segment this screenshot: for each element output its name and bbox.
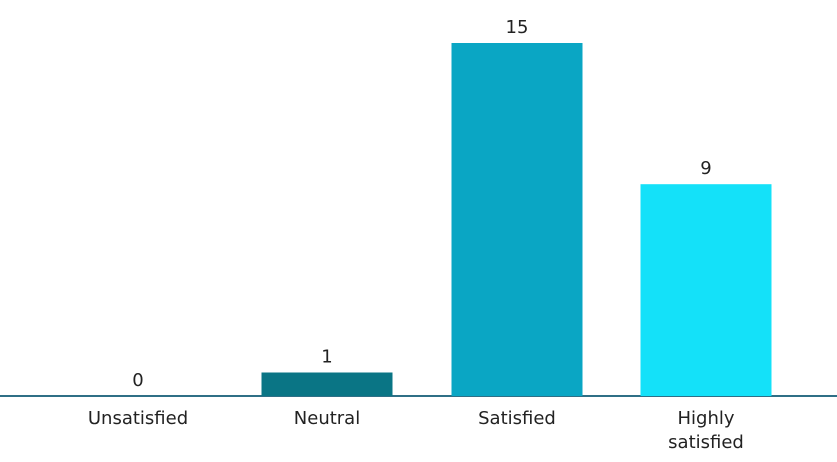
category-labels-layer: Unsatisfied Neutral Satisfied Highly satisfi… xyxy=(88,408,744,453)
category-label-3-line-0: Highly xyxy=(677,408,734,429)
value-label-0: 0 xyxy=(132,370,143,391)
bar-3 xyxy=(640,184,772,396)
value-label-2: 15 xyxy=(506,17,529,38)
category-label-1: Neutral xyxy=(294,408,360,429)
value-labels-layer: 0 1 15 9 xyxy=(132,17,711,391)
value-label-1: 1 xyxy=(321,347,332,368)
category-label-3-line-1: satisfied xyxy=(668,432,744,453)
category-label-0: Unsatisfied xyxy=(88,408,188,429)
bar-1 xyxy=(261,372,393,396)
bar-2 xyxy=(451,43,583,396)
bars-layer xyxy=(261,43,772,396)
value-label-3: 9 xyxy=(700,158,711,179)
category-label-2: Satisfied xyxy=(478,408,556,429)
